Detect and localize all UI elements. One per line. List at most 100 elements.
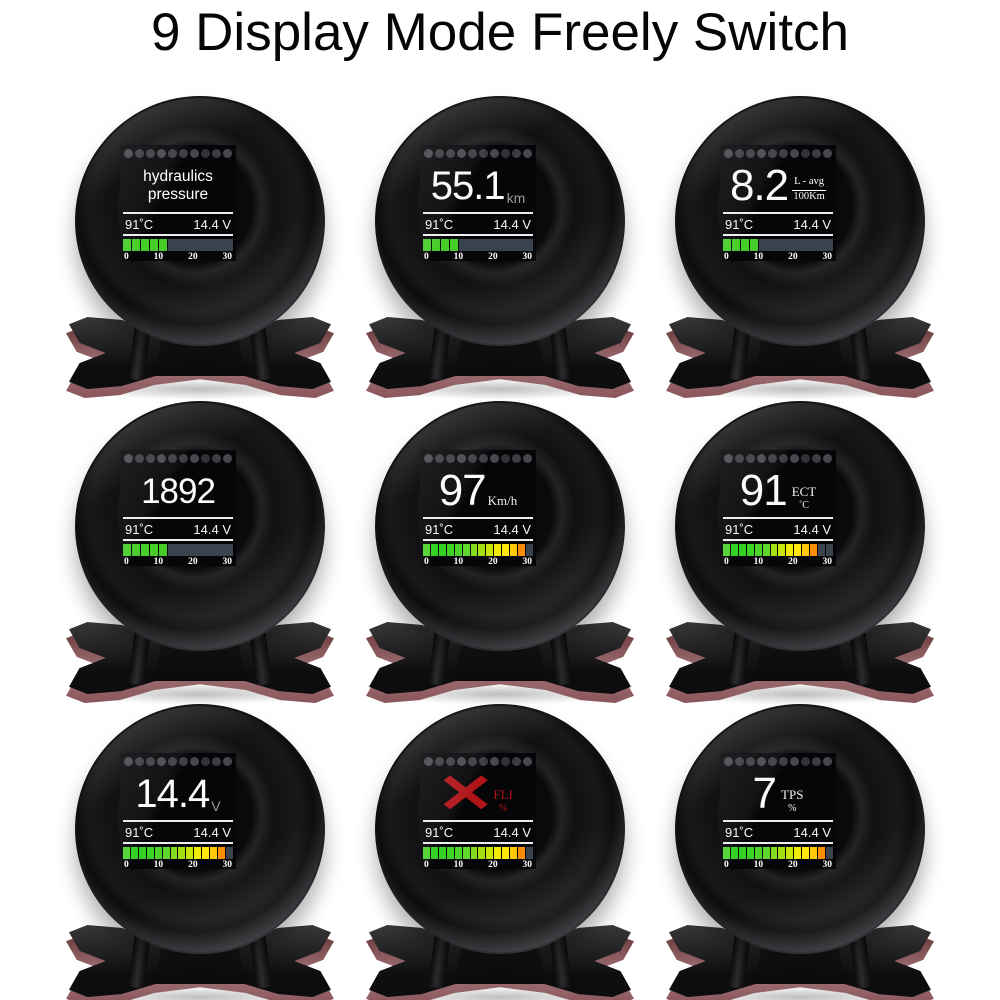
bar-segment bbox=[746, 544, 754, 556]
bar-segment bbox=[723, 847, 730, 859]
bar-segment bbox=[123, 239, 131, 251]
reading-label-line: hydraulics bbox=[143, 167, 213, 185]
gauge-screen: 97 Km/h 91˚C 14.4 V 0 10 20 30 bbox=[420, 450, 536, 567]
bar-segment bbox=[825, 544, 833, 556]
bar-segment bbox=[486, 544, 494, 556]
gauge-bezel bbox=[75, 401, 325, 651]
reading-unit-stack: ECT ˚C bbox=[792, 484, 817, 511]
led-dot bbox=[768, 757, 777, 766]
bar-segment bbox=[494, 847, 502, 859]
status-volt: 14.4 V bbox=[193, 521, 231, 537]
gauge-bezel bbox=[675, 704, 925, 954]
scale-label: 0 bbox=[124, 252, 129, 262]
bar-segment bbox=[150, 544, 158, 556]
reading-value: 14.4 bbox=[135, 772, 210, 816]
bar-remainder bbox=[168, 239, 233, 251]
reading-unit-stack: L - avg 100Km bbox=[792, 176, 827, 203]
gauge-unit-fuel-level-error: ✕ FLI% 91˚C 14.4 V 0 10 20 30 bbox=[350, 696, 650, 1000]
bar-segment bbox=[202, 847, 210, 859]
bar-segment bbox=[525, 544, 533, 556]
gauge-unit-battery-voltage: 14.4 V 91˚C 14.4 V 0 10 20 30 bbox=[50, 696, 350, 1000]
level-bar bbox=[723, 239, 833, 251]
led-dot bbox=[190, 149, 199, 158]
gauge-screen: 14.4 V 91˚C 14.4 V 0 10 20 30 bbox=[120, 753, 236, 870]
led-dot bbox=[179, 454, 188, 463]
status-temp: 91˚C bbox=[425, 521, 454, 537]
led-dot bbox=[757, 149, 766, 158]
bar-segment bbox=[778, 544, 786, 556]
bar-segment bbox=[818, 544, 825, 556]
scale-label: 0 bbox=[724, 860, 729, 870]
led-dot bbox=[512, 454, 521, 463]
bar-segment bbox=[770, 847, 778, 859]
bar-segment bbox=[462, 544, 470, 556]
status-temp: 91˚C bbox=[125, 521, 154, 537]
bar-segment bbox=[446, 544, 454, 556]
bar-segment bbox=[754, 847, 762, 859]
reading-value: ✕ bbox=[436, 763, 496, 824]
reading-unit: V bbox=[211, 798, 221, 814]
scale-labels: 0 10 20 30 bbox=[423, 556, 533, 567]
gauge-screen: hydraulics pressure 91˚C 14.4 V 0 10 20 30 bbox=[120, 145, 236, 262]
bar-segment bbox=[454, 544, 462, 556]
gauge-unit-hydraulics-pressure: hydraulics pressure 91˚C 14.4 V 0 10 20 30 bbox=[50, 88, 350, 404]
led-dots-row bbox=[423, 149, 533, 160]
bar-segment bbox=[810, 544, 818, 556]
unit-bottom: ˚C bbox=[798, 499, 809, 511]
bar-segment bbox=[159, 544, 167, 556]
reading-area: 55.1 km bbox=[423, 161, 533, 211]
scale-labels: 0 10 20 30 bbox=[723, 859, 833, 870]
bar-segment bbox=[159, 239, 167, 251]
led-dot bbox=[424, 757, 433, 766]
led-dot bbox=[490, 454, 499, 463]
status-temp: 91˚C bbox=[425, 824, 454, 840]
scale-label: 10 bbox=[153, 557, 164, 567]
status-volt: 14.4 V bbox=[493, 216, 531, 232]
led-dot bbox=[523, 454, 532, 463]
gauge-screen: 8.2 L - avg 100Km 91˚C 14.4 V 0 10 20 30 bbox=[720, 145, 836, 262]
led-dot bbox=[212, 454, 221, 463]
led-dot bbox=[190, 454, 199, 463]
led-dot bbox=[124, 149, 133, 158]
led-dot bbox=[179, 149, 188, 158]
bar-segment bbox=[441, 239, 449, 251]
led-dot bbox=[124, 454, 133, 463]
unit-top: L - avg bbox=[792, 176, 827, 191]
status-row: 91˚C 14.4 V bbox=[723, 820, 833, 844]
bar-segment bbox=[730, 847, 738, 859]
bar-segment bbox=[170, 847, 178, 859]
led-dot bbox=[212, 149, 221, 158]
bar-segment bbox=[478, 544, 486, 556]
bar-segment bbox=[146, 847, 154, 859]
bar-segment bbox=[741, 239, 749, 251]
bar-segment bbox=[130, 847, 138, 859]
scale-label: 20 bbox=[488, 860, 498, 870]
bar-segment bbox=[446, 847, 454, 859]
scale-label: 30 bbox=[522, 252, 532, 262]
bar-segment bbox=[750, 239, 758, 251]
led-dot bbox=[157, 757, 166, 766]
led-dot bbox=[768, 149, 777, 158]
bar-segment bbox=[141, 239, 149, 251]
status-volt: 14.4 V bbox=[793, 216, 831, 232]
status-temp: 91˚C bbox=[425, 216, 454, 232]
reading-value: 97 bbox=[438, 466, 487, 515]
unit-bottom: 100Km bbox=[793, 191, 825, 202]
gauge-screen: ✕ FLI% 91˚C 14.4 V 0 10 20 30 bbox=[420, 753, 536, 870]
led-dot bbox=[490, 757, 499, 766]
level-bar bbox=[423, 239, 533, 251]
gauge-unit-fuel-avg-consumption: 8.2 L - avg 100Km 91˚C 14.4 V 0 10 20 30 bbox=[650, 88, 950, 404]
gauge-unit-engine-rpm: 1892 91˚C 14.4 V 0 10 20 30 bbox=[50, 393, 350, 709]
bar-remainder bbox=[168, 544, 233, 556]
bar-segment bbox=[754, 544, 762, 556]
led-dot bbox=[735, 454, 744, 463]
scale-label: 0 bbox=[724, 252, 729, 262]
reading-area: 1892 bbox=[123, 466, 233, 516]
led-dot bbox=[168, 149, 177, 158]
bar-segment bbox=[141, 544, 149, 556]
scale-label: 0 bbox=[424, 557, 429, 567]
scale-label: 20 bbox=[788, 860, 798, 870]
bar-segment bbox=[423, 544, 430, 556]
scale-label: 20 bbox=[488, 252, 498, 262]
